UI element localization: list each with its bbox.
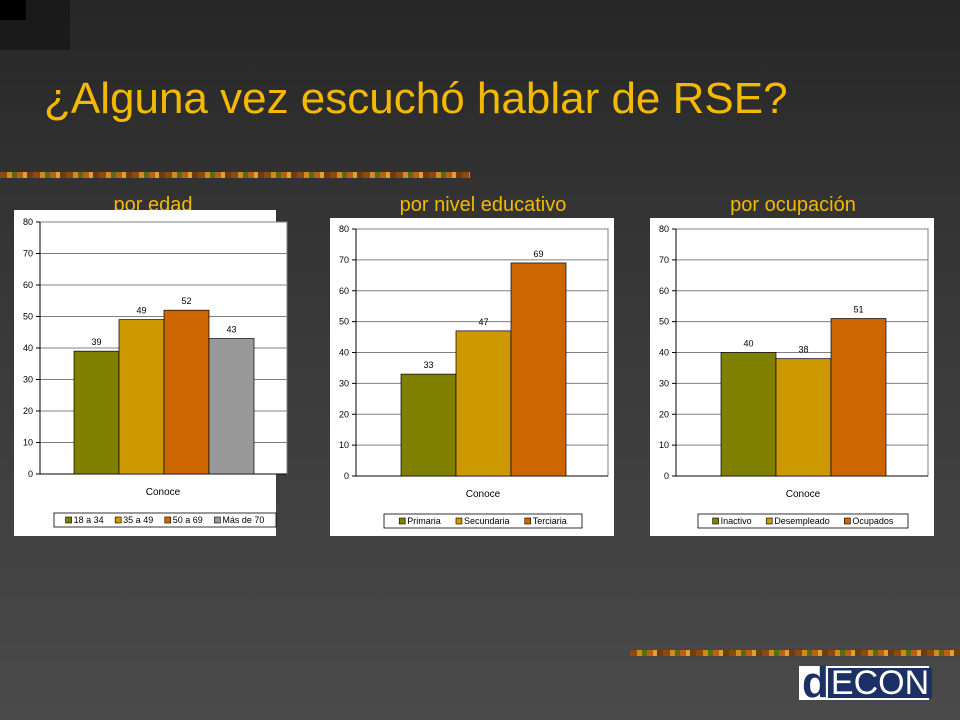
y-tick-label: 50	[659, 317, 669, 327]
bar	[400, 373, 457, 477]
legend-swatch	[844, 517, 851, 525]
data-label: 49	[136, 306, 146, 316]
legend-swatch	[65, 516, 72, 524]
bar	[118, 319, 165, 475]
legend-swatch	[712, 517, 719, 525]
legend-swatch	[164, 516, 172, 524]
legend-label: Secundaria	[464, 516, 510, 526]
legend-swatch	[765, 517, 773, 525]
data-label: 69	[533, 249, 543, 259]
legend-swatch	[524, 517, 532, 525]
legend-box	[383, 513, 583, 529]
data-label: 40	[743, 339, 753, 349]
x-tick-label: Conoce	[786, 489, 821, 500]
logo-text: ECON	[827, 666, 933, 700]
legend-label: Primaria	[407, 516, 441, 526]
logo-letter-d: d	[802, 658, 829, 707]
y-tick-label: 20	[659, 409, 669, 419]
y-tick-label: 80	[659, 224, 669, 234]
legend-label: Desempleado	[774, 516, 830, 526]
decorative-stripe-bottom	[630, 650, 960, 656]
legend-label: 50 a 69	[173, 515, 203, 525]
y-tick-label: 40	[23, 343, 33, 353]
bar	[208, 338, 255, 475]
y-tick-label: 70	[659, 255, 669, 265]
y-tick-label: 80	[339, 224, 349, 234]
legend-label: 18 a 34	[74, 515, 104, 525]
data-label: 39	[91, 337, 101, 347]
y-tick-label: 30	[659, 378, 669, 388]
y-tick-label: 10	[659, 440, 669, 450]
bar	[775, 358, 832, 477]
legend-swatch	[114, 516, 122, 524]
chart-title-nivel-educativo: por nivel educativo	[399, 194, 567, 216]
data-label: 43	[226, 325, 236, 335]
y-tick-label: 40	[339, 348, 349, 358]
bar	[73, 350, 120, 475]
data-label: 33	[423, 360, 433, 370]
legend-label: Inactivo	[721, 516, 752, 526]
data-label: 52	[181, 296, 191, 306]
chart-title-ocupacion: por ocupación	[730, 194, 856, 216]
y-tick-label: 30	[339, 378, 349, 388]
y-tick-label: 20	[23, 406, 33, 416]
y-tick-label: 30	[23, 375, 33, 385]
bar	[720, 352, 777, 477]
y-tick-label: 70	[23, 249, 33, 259]
bar	[830, 318, 887, 477]
y-tick-label: 80	[23, 217, 33, 227]
bar	[163, 309, 210, 475]
corner-block	[0, 0, 26, 20]
y-tick-label: 20	[339, 409, 349, 419]
x-tick-label: Conoce	[466, 489, 501, 500]
legend-label: Ocupados	[852, 516, 894, 526]
decorative-stripe-top	[0, 172, 470, 178]
y-tick-label: 10	[23, 438, 33, 448]
data-label: 38	[798, 345, 808, 355]
bar	[455, 330, 512, 477]
legend-label: Más de 70	[222, 515, 264, 525]
y-tick-label: 60	[23, 280, 33, 290]
data-label: 47	[478, 317, 488, 327]
y-tick-label: 40	[659, 348, 669, 358]
y-tick-label: 0	[664, 471, 669, 481]
legend-swatch	[214, 516, 221, 524]
legend-swatch	[455, 517, 463, 525]
y-tick-label: 60	[339, 286, 349, 296]
y-tick-label: 50	[23, 312, 33, 322]
decon-logo: d ECON	[799, 658, 933, 707]
y-tick-label: 70	[339, 255, 349, 265]
y-tick-label: 0	[28, 469, 33, 479]
slide-title: ¿Alguna vez escuchó hablar de RSE?	[44, 74, 788, 123]
bar	[510, 262, 567, 477]
y-tick-label: 50	[339, 317, 349, 327]
data-label: 51	[853, 305, 863, 315]
y-tick-label: 10	[339, 440, 349, 450]
legend-label: 35 a 49	[123, 515, 153, 525]
x-tick-label: Conoce	[146, 487, 181, 498]
legend-swatch	[398, 517, 406, 525]
legend-box	[697, 513, 909, 529]
y-tick-label: 0	[344, 471, 349, 481]
legend-label: Terciaria	[533, 516, 567, 526]
y-tick-label: 60	[659, 286, 669, 296]
